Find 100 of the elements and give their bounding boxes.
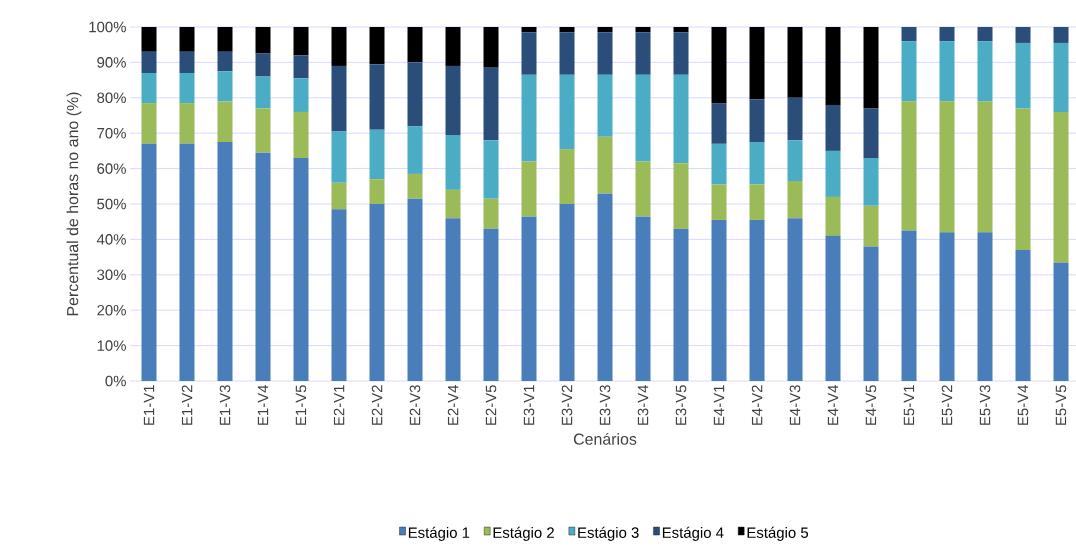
- x-tick-label: E5-V3: [979, 385, 991, 425]
- bar: [483, 228, 499, 381]
- bar: [217, 27, 233, 52]
- bar: [179, 51, 195, 74]
- bar: [293, 27, 309, 56]
- x-tick-label: E2-V4: [447, 384, 459, 425]
- y-tick-label: 0%: [105, 375, 126, 387]
- bar: [1053, 262, 1069, 381]
- bar: [673, 32, 689, 75]
- x-tick-label: E2-V3: [409, 385, 421, 425]
- bar: [901, 27, 917, 42]
- bar: [597, 136, 613, 194]
- bar: [749, 142, 765, 185]
- y-tick-label: 40%: [96, 234, 126, 245]
- bar: [521, 74, 537, 162]
- x-tick-label: E1-V4: [257, 384, 269, 425]
- bar: [521, 216, 537, 381]
- x-tick-label: E2-V1: [333, 385, 345, 425]
- bar: [1053, 27, 1069, 43]
- x-tick-label: E4-V5: [865, 385, 877, 425]
- bar: [977, 232, 993, 381]
- bar: [1015, 250, 1031, 381]
- bar: [521, 27, 537, 33]
- bar: [749, 27, 765, 100]
- bar: [673, 228, 689, 381]
- x-tick-label: E3-V5: [675, 385, 687, 425]
- legend-label: Estágio 5: [747, 526, 809, 541]
- bar: [521, 32, 537, 75]
- bar: [483, 198, 499, 229]
- bar: [901, 101, 917, 231]
- bar: [445, 27, 461, 66]
- x-tick-label: E3-V4: [637, 384, 649, 425]
- bar: [1053, 111, 1069, 263]
- bar: [977, 101, 993, 233]
- bar: [369, 64, 385, 130]
- bar: [787, 140, 803, 181]
- bar: [407, 173, 423, 199]
- bar: [255, 76, 271, 109]
- bar: [445, 65, 461, 135]
- bar: [445, 134, 461, 190]
- bar: [939, 27, 955, 42]
- bar: [179, 27, 195, 52]
- bar: [825, 196, 841, 236]
- bar: [141, 103, 157, 144]
- x-tick-label: E1-V3: [219, 385, 231, 425]
- y-tick-label: 10%: [97, 340, 126, 351]
- bar: [179, 73, 195, 104]
- bar: [369, 129, 385, 180]
- x-tick-label: E2-V2: [371, 385, 383, 425]
- bar: [673, 27, 689, 33]
- bar: [293, 111, 309, 158]
- bar: [559, 27, 575, 33]
- bar: [217, 71, 233, 102]
- bar: [445, 189, 461, 219]
- bar: [711, 219, 727, 381]
- bar: [863, 108, 879, 158]
- bar: [1015, 42, 1031, 109]
- bar: [331, 65, 347, 132]
- y-tick-label: 90%: [97, 57, 126, 68]
- bar: [141, 27, 157, 52]
- bar: [255, 27, 271, 54]
- x-tick-label: E1-V5: [295, 385, 307, 425]
- bar: [483, 67, 499, 141]
- bar: [863, 205, 879, 247]
- bar: [597, 32, 613, 75]
- bar: [1053, 42, 1069, 112]
- bar: [331, 209, 347, 381]
- bar: [749, 99, 765, 143]
- bar: [939, 41, 955, 102]
- x-tick-label: E5-V5: [1055, 385, 1067, 425]
- bar: [939, 101, 955, 233]
- bar: [369, 204, 385, 381]
- bar: [141, 73, 157, 104]
- bar: [1015, 108, 1031, 251]
- x-tick-label: E4-V3: [789, 385, 801, 425]
- bar: [217, 142, 233, 381]
- bar: [787, 97, 803, 141]
- bar: [635, 74, 651, 162]
- bar: [255, 108, 271, 153]
- y-tick-label: 20%: [97, 304, 126, 316]
- x-tick-label: E3-V1: [523, 385, 535, 425]
- x-tick-label: E5-V1: [903, 385, 915, 425]
- bar: [635, 216, 651, 381]
- bar: [559, 32, 575, 75]
- bar: [293, 55, 309, 79]
- y-tick-label: 80%: [97, 92, 126, 104]
- bar: [749, 184, 765, 220]
- bar: [1015, 27, 1031, 43]
- x-tick-label: E5-V4: [1017, 384, 1029, 425]
- x-tick-label: E4-V4: [827, 384, 839, 425]
- bar: [901, 41, 917, 102]
- x-tick-label: E3-V3: [599, 385, 611, 425]
- x-tick-label: E2-V5: [485, 385, 497, 425]
- bar: [863, 157, 879, 206]
- bar: [369, 179, 385, 204]
- bar: [635, 32, 651, 75]
- y-tick-label: 100%: [89, 21, 126, 33]
- bar: [711, 184, 727, 220]
- bar: [255, 53, 271, 77]
- bar: [787, 218, 803, 381]
